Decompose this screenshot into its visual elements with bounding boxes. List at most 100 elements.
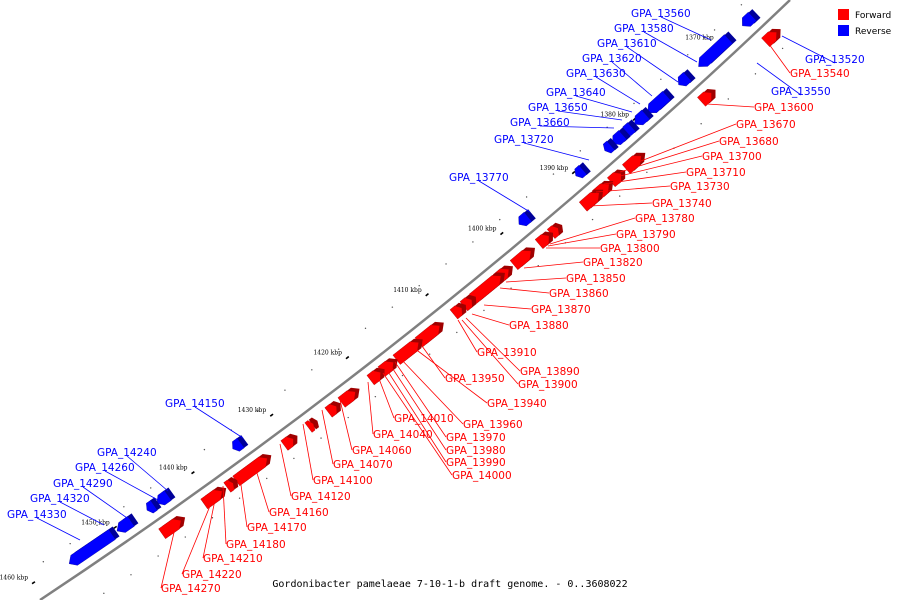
forward-gene-label: GPA_14000 <box>452 470 512 482</box>
forward-gene <box>232 456 268 487</box>
forward-gene-label: GPA_13710 <box>686 167 746 179</box>
reverse-gene <box>146 500 158 514</box>
minor-tick <box>619 195 621 197</box>
minor-tick <box>754 73 757 75</box>
label-leader <box>539 125 615 129</box>
legend: Forward Reverse <box>838 9 892 37</box>
forward-gene-label: GPA_14220 <box>182 569 242 581</box>
label-leader <box>255 469 270 513</box>
label-leader <box>483 304 532 310</box>
reverse-gene-label: GPA_14150 <box>165 398 225 410</box>
forward-gene-label: GPA_13970 <box>446 432 506 444</box>
forward-gene-label: GPA_13980 <box>446 445 506 457</box>
label-leader <box>82 486 131 521</box>
label-leader <box>222 485 227 545</box>
forward-gene-label: GPA_13960 <box>463 419 523 431</box>
reverse-gene <box>647 90 671 113</box>
forward-gene-label: GPA_14270 <box>161 583 221 595</box>
forward-gene-label: GPA_14120 <box>291 491 351 503</box>
forward-gene <box>223 479 235 493</box>
reverse-gene-label: GPA_13770 <box>449 172 509 184</box>
minor-tick <box>337 348 340 350</box>
forward-gene <box>280 436 294 451</box>
reverse-gene <box>116 516 135 533</box>
reverse-gene-label: GPA_13610 <box>597 38 657 50</box>
scale-tick-label: 1450 kbp <box>81 519 110 526</box>
label-leader <box>398 356 464 425</box>
label-leader <box>611 155 703 179</box>
minor-tick <box>537 264 539 267</box>
minor-tick <box>510 287 512 289</box>
label-leader <box>611 61 653 97</box>
minor-tick <box>781 47 784 50</box>
genome-caption: Gordonibacter pamelaeae 7-10-1-b draft g… <box>272 579 627 590</box>
label-leader <box>36 517 81 541</box>
forward-gene-label: GPA_13600 <box>754 102 814 114</box>
minor-tick <box>130 574 132 576</box>
label-leader <box>465 317 521 372</box>
forward-gene <box>366 370 381 386</box>
minor-tick <box>42 561 45 563</box>
forward-gene-label: GPA_13700 <box>702 151 762 163</box>
legend-reverse-swatch <box>838 25 849 36</box>
minor-tick <box>456 331 458 334</box>
forward-gene-label: GPA_13730 <box>670 181 730 193</box>
minor-tick <box>687 54 689 56</box>
scale-tick <box>269 413 274 417</box>
forward-gene-label: GPA_13900 <box>518 379 578 391</box>
scale-tick <box>31 581 36 585</box>
minor-tick <box>525 196 528 198</box>
label-leader <box>523 261 584 269</box>
forward-gene-label: GPA_14170 <box>247 522 307 534</box>
label-leader <box>302 423 314 481</box>
forward-gene-label: GPA_13670 <box>736 119 796 131</box>
reverse-gene <box>518 211 533 227</box>
minor-tick <box>579 150 581 152</box>
label-leader <box>59 501 105 526</box>
scale-tick <box>499 231 504 236</box>
minor-tick <box>103 592 105 595</box>
label-leader <box>765 39 791 74</box>
forward-gene-label: GPA_13880 <box>509 320 569 332</box>
minor-tick <box>660 78 662 81</box>
label-leader <box>394 361 447 438</box>
forward-gene <box>578 192 600 212</box>
label-leader <box>505 277 567 283</box>
forward-gene <box>392 341 419 365</box>
label-leader <box>386 369 447 463</box>
reverse-gene-label: GPA_13620 <box>582 53 642 65</box>
forward-gene-label: GPA_13950 <box>445 373 505 385</box>
minor-tick <box>552 173 555 175</box>
reverse-gene-label: GPA_13640 <box>546 87 606 99</box>
reverse-gene-label: GPA_13560 <box>631 8 691 20</box>
label-leader <box>643 31 698 63</box>
forward-gene-depth <box>308 417 319 430</box>
label-leader <box>706 103 755 108</box>
reverse-gene-label: GPA_13660 <box>510 117 570 129</box>
forward-gene-label: GPA_13940 <box>487 398 547 410</box>
forward-gene <box>534 234 550 249</box>
minor-tick <box>418 284 420 287</box>
label-leader <box>194 406 244 439</box>
scale-tick <box>425 293 429 297</box>
label-leader <box>756 62 802 96</box>
forward-gene <box>449 305 463 320</box>
forward-gene <box>509 250 532 270</box>
minor-tick <box>740 4 743 6</box>
label-leader <box>619 140 720 173</box>
reverse-gene <box>677 71 692 87</box>
forward-gene <box>607 172 622 188</box>
forward-gene <box>304 420 316 433</box>
label-leader <box>595 76 641 105</box>
label-leader <box>160 523 177 589</box>
forward-gene <box>546 225 560 239</box>
legend-forward-swatch <box>838 9 849 20</box>
reverse-gene <box>698 34 733 67</box>
minor-tick <box>633 102 635 105</box>
minor-tick <box>483 309 485 312</box>
label-leader <box>421 345 446 379</box>
minor-tick <box>238 497 241 499</box>
genome-backbone <box>39 0 791 600</box>
forward-gene <box>761 31 777 48</box>
label-leader <box>626 46 679 83</box>
